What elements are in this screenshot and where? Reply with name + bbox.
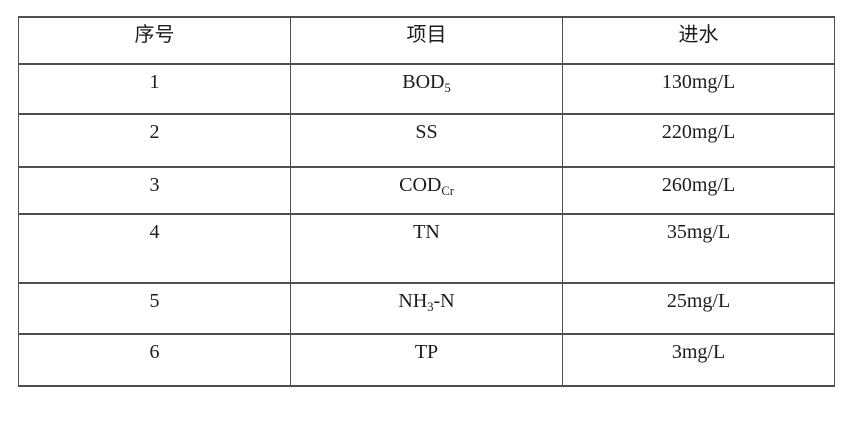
column-header-index: 序号 — [18, 16, 291, 65]
column-header-item: 项目 — [290, 16, 563, 65]
cell-item: BOD5 — [290, 63, 563, 115]
cell-influent: 3mg/L — [562, 333, 835, 387]
cell-influent: 220mg/L — [562, 113, 835, 168]
cell-influent: 260mg/L — [562, 166, 835, 215]
cell-index: 2 — [18, 113, 291, 168]
item-name: SS — [415, 121, 438, 143]
table-row: 1 BOD5 130mg/L — [18, 63, 835, 115]
table-row: 2 SS 220mg/L — [18, 113, 835, 168]
item-subscript: Cr — [441, 184, 454, 198]
cell-item: NH3-N — [290, 282, 563, 335]
cell-index: 1 — [18, 63, 291, 115]
item-name: BOD — [402, 71, 445, 93]
table-row: 3 CODCr 260mg/L — [18, 166, 835, 215]
cell-item: TN — [290, 213, 563, 284]
table-row: 4 TN 35mg/L — [18, 213, 835, 284]
item-subscript: 3 — [427, 300, 434, 314]
cell-index: 5 — [18, 282, 291, 335]
influent-parameters-table: 序号 项目 进水 1 BOD5 130mg/L 2 SS 220mg/L 3 C… — [18, 16, 835, 387]
item-suffix: -N — [433, 290, 455, 312]
item-name: NH — [398, 290, 428, 312]
item-name: TN — [413, 221, 440, 243]
item-name: TP — [414, 341, 439, 363]
cell-influent: 35mg/L — [562, 213, 835, 284]
item-name: COD — [399, 174, 442, 196]
column-header-influent: 进水 — [562, 16, 835, 65]
item-subscript: 5 — [444, 81, 451, 95]
cell-item: CODCr — [290, 166, 563, 215]
cell-item: TP — [290, 333, 563, 387]
cell-index: 3 — [18, 166, 291, 215]
cell-index: 6 — [18, 333, 291, 387]
cell-item: SS — [290, 113, 563, 168]
cell-influent: 130mg/L — [562, 63, 835, 115]
table-header-row: 序号 项目 进水 — [18, 16, 835, 65]
table-row: 6 TP 3mg/L — [18, 333, 835, 387]
table-row: 5 NH3-N 25mg/L — [18, 282, 835, 335]
cell-influent: 25mg/L — [562, 282, 835, 335]
cell-index: 4 — [18, 213, 291, 284]
